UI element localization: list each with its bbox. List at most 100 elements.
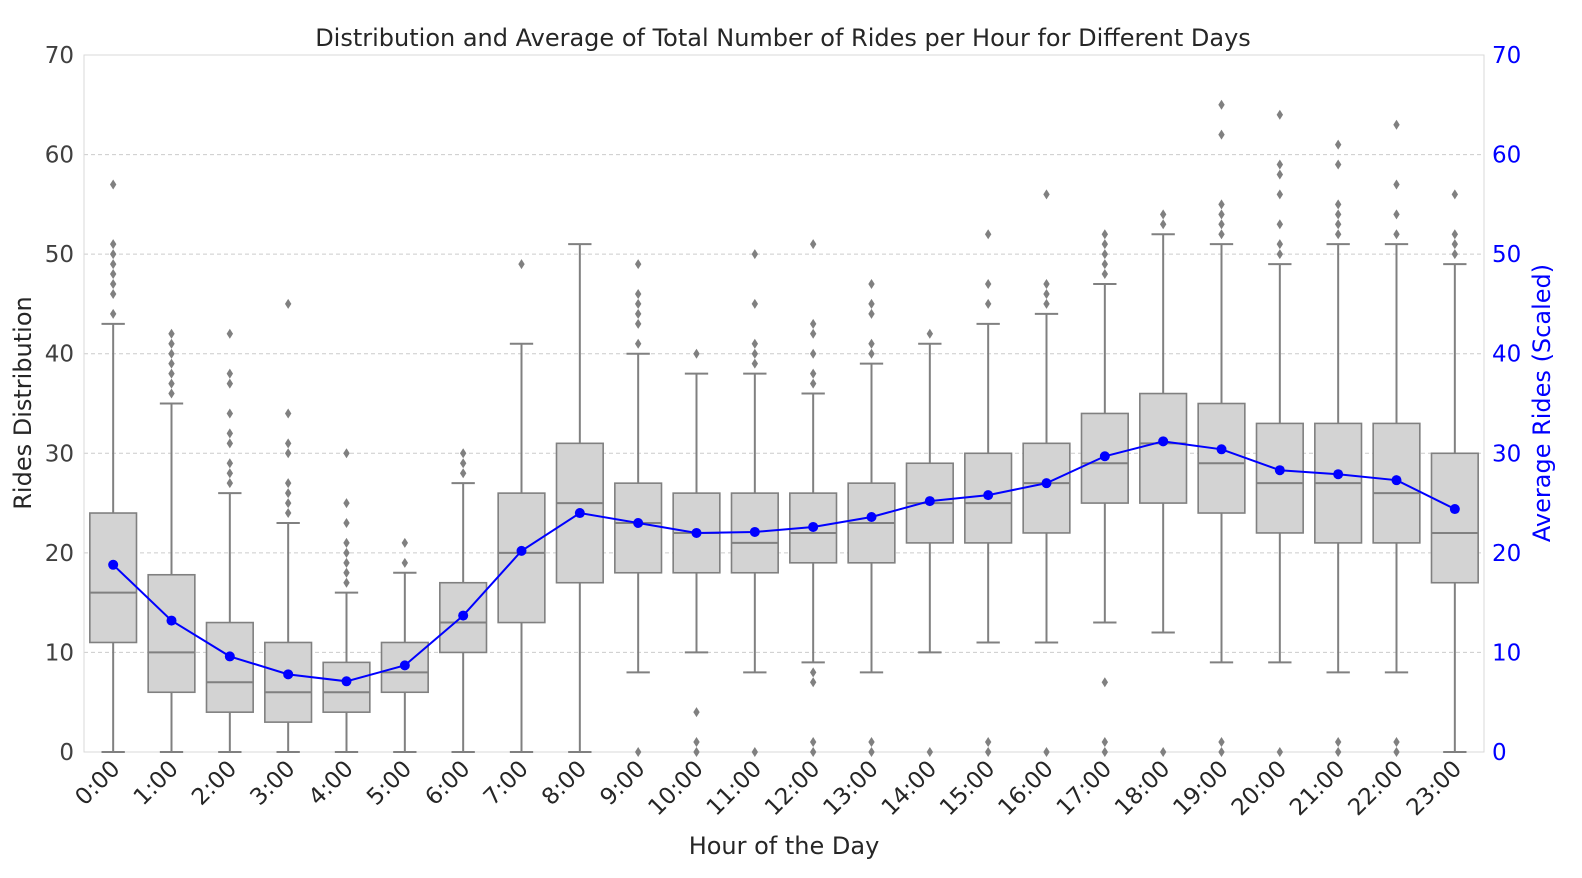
outlier-point <box>634 318 642 329</box>
outlier-point <box>1334 747 1342 757</box>
average-point <box>108 559 119 570</box>
outlier-point <box>109 259 117 270</box>
outlier-point <box>868 747 875 757</box>
x-tick-label: 14:00 <box>877 756 942 821</box>
outlier-point <box>1276 747 1284 757</box>
outlier-point <box>1393 229 1400 240</box>
y-tick-label: 50 <box>45 242 74 268</box>
outlier-point <box>226 368 234 379</box>
average-point <box>983 490 994 501</box>
outlier-point <box>284 508 292 519</box>
outlier-point <box>751 249 759 260</box>
box-9:00 <box>614 259 663 757</box>
box-1:00 <box>147 328 196 753</box>
chart-title: Distribution and Average of Total Number… <box>315 24 1251 52</box>
x-tick-label: 13:00 <box>818 756 883 821</box>
average-point <box>341 676 352 687</box>
outlier-point <box>1451 249 1459 260</box>
average-line <box>112 440 1456 683</box>
box-5:00 <box>380 537 429 753</box>
outlier-point <box>1334 219 1342 230</box>
box-4:00 <box>322 448 371 753</box>
outlier-point <box>109 239 117 250</box>
outlier-point <box>751 358 759 369</box>
box-10:00 <box>672 348 721 757</box>
outlier-point <box>284 298 292 309</box>
box-group <box>89 99 1479 757</box>
outlier-point <box>809 747 817 757</box>
x-tick-label: 12:00 <box>760 756 825 821</box>
outlier-point <box>226 328 234 339</box>
outlier-point <box>868 737 875 748</box>
outlier-point <box>984 298 992 309</box>
outlier-point <box>226 378 234 389</box>
outlier-point <box>809 348 817 359</box>
y2-tick-label: 50 <box>1492 242 1521 268</box>
outlier-point <box>1159 209 1167 220</box>
y2-tick-label: 40 <box>1492 342 1521 368</box>
right-y-ticks: 0 10 20 30 40 50 60 70 <box>1492 43 1521 766</box>
outlier-point <box>1393 737 1400 748</box>
y2-tick-label: 0 <box>1492 740 1507 766</box>
outlier-point <box>693 737 700 748</box>
outlier-point <box>284 438 292 449</box>
y-tick-label: 60 <box>45 143 74 169</box>
outlier-point <box>984 737 992 748</box>
outlier-point <box>1101 229 1109 240</box>
outlier-point <box>1334 199 1342 210</box>
y-tick-label: 70 <box>45 43 74 69</box>
box-14:00 <box>905 328 954 757</box>
outlier-point <box>868 308 875 319</box>
plot-frame <box>83 54 1485 753</box>
average-point <box>749 526 760 537</box>
outlier-point <box>284 408 292 419</box>
box-body <box>147 573 196 694</box>
y2-tick-label: 30 <box>1492 441 1521 467</box>
outlier-point <box>401 537 409 548</box>
outlier-point <box>634 338 642 349</box>
outlier-point <box>751 298 759 309</box>
outlier-point <box>1101 269 1109 280</box>
outlier-point <box>751 348 759 359</box>
outlier-point <box>1101 259 1109 270</box>
outlier-point <box>1451 239 1459 250</box>
outlier-point <box>168 328 175 339</box>
outlier-point <box>168 378 175 389</box>
outlier-point <box>1101 249 1109 260</box>
outlier-point <box>459 458 467 469</box>
average-point <box>516 545 527 556</box>
y-tick-label: 20 <box>45 541 74 567</box>
outlier-point <box>868 338 875 349</box>
outlier-point <box>109 179 117 190</box>
outlier-point <box>109 269 117 280</box>
x-tick-label: 8:00 <box>537 756 592 811</box>
box-body <box>497 492 546 624</box>
x-tick-label: 16:00 <box>993 756 1058 821</box>
box-11:00 <box>730 249 779 757</box>
box-17:00 <box>1080 229 1129 757</box>
outlier-point <box>1393 119 1400 130</box>
outlier-point <box>809 239 817 250</box>
box-2:00 <box>205 328 254 753</box>
outlier-point <box>1276 219 1284 230</box>
outlier-point <box>1276 159 1284 170</box>
outlier-point <box>693 747 700 757</box>
outlier-point <box>168 338 175 349</box>
outlier-point <box>984 747 992 757</box>
y2-tick-label: 70 <box>1492 43 1521 69</box>
outlier-point <box>1218 737 1225 748</box>
average-point <box>1274 465 1285 476</box>
outlier-point <box>1043 189 1050 200</box>
outlier-point <box>1276 109 1284 120</box>
outlier-point <box>1393 209 1400 220</box>
outlier-point <box>1101 747 1109 757</box>
average-point <box>691 527 702 538</box>
y-tick-label: 30 <box>45 441 74 467</box>
outlier-point <box>751 338 759 349</box>
outlier-point <box>1101 677 1109 688</box>
x-tick-label: 21:00 <box>1285 756 1350 821</box>
y2-tick-label: 60 <box>1492 143 1521 169</box>
y2-axis-label: Average Rides (Scaled) <box>1528 264 1556 542</box>
x-tick-label: 10:00 <box>643 756 708 821</box>
